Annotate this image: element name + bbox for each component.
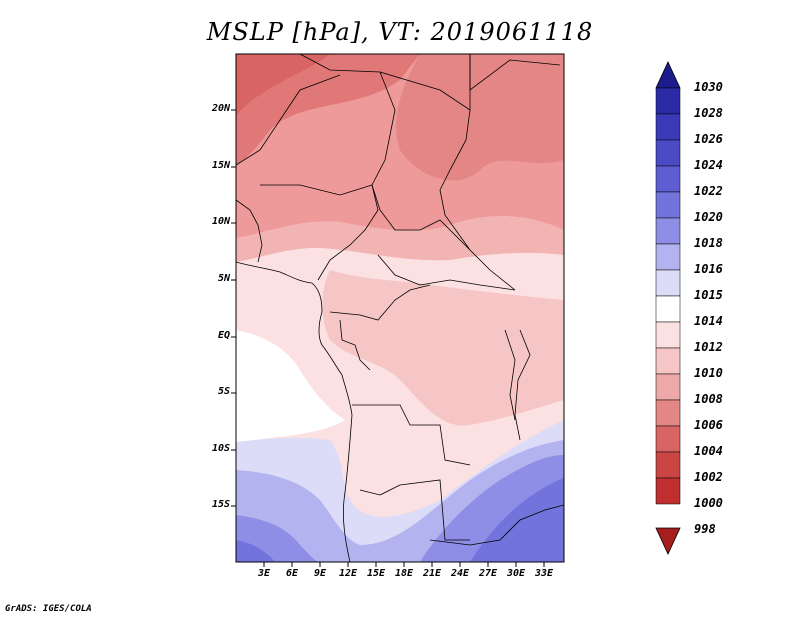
lon-tick-label: 33E (534, 568, 554, 579)
lon-tick-label: 6E (285, 568, 299, 579)
colorbar-segment (655, 321, 681, 349)
border-mali-niger (236, 74, 341, 166)
colorbar-label: 1026 (694, 132, 723, 146)
field-1014-band (236, 330, 345, 442)
lon-tick-label: 24E (450, 568, 470, 579)
lon-tick-label: 3E (257, 568, 271, 579)
colorbar-label: 1012 (694, 340, 723, 354)
lon-tick-label: 18E (394, 568, 414, 579)
border-west-coast-inland (236, 199, 263, 263)
lat-tick-label: 20N (211, 103, 230, 114)
map-title: MSLP [hPa], VT: 2019061118 (206, 18, 594, 46)
colorbar-label: 1020 (694, 210, 723, 224)
lon-tick-label: 9E (313, 568, 327, 579)
colorbar-segment (655, 243, 681, 271)
colorbar-label: 1015 (694, 288, 723, 302)
lat-tick-label: 5S (217, 386, 230, 397)
colorbar-label: 1006 (694, 418, 723, 432)
colorbar-segment (655, 295, 681, 323)
field-1008-band (236, 216, 564, 262)
field-1010-band (322, 270, 564, 426)
border-nigeria (260, 184, 379, 281)
axis-ticks (231, 109, 545, 567)
colorbar-label: 1018 (694, 236, 723, 250)
lat-tick-label: 5N (217, 273, 230, 284)
credit-text: GrADS: IGES/COLA (5, 604, 92, 614)
border-drc-angola (352, 404, 471, 466)
border-east-lakes (504, 329, 516, 421)
lat-tick-label: EQ (217, 330, 230, 341)
colorbar-segment (655, 113, 681, 141)
colorbar-label: 1024 (694, 158, 723, 172)
field-1002-band (236, 54, 330, 115)
map-frame (235, 53, 565, 563)
colorbar-segment (655, 191, 681, 219)
colorbar-segment (655, 217, 681, 245)
field-1020-band (236, 455, 564, 562)
colorbar-label: 1008 (694, 392, 723, 406)
coastline (236, 261, 353, 562)
colorbar-segment (655, 87, 681, 115)
border-cameroon-car (371, 184, 471, 251)
field-1004-band (236, 54, 420, 165)
lon-tick-label: 12E (338, 568, 358, 579)
border-car-south (377, 254, 516, 291)
lon-tick-label: 21E (422, 568, 442, 579)
colorbar-segment (655, 399, 681, 427)
colorbar-segment (655, 373, 681, 401)
colorbar-bottom-triangle (655, 527, 681, 555)
colorbar-segment (655, 269, 681, 297)
lon-tick-label: 27E (478, 568, 498, 579)
lat-tick-label: 15S (211, 499, 230, 510)
colorbar-segment (655, 139, 681, 167)
colorbar-segment (655, 477, 681, 505)
border-zambia-south (429, 504, 564, 546)
field-1022-band (236, 478, 564, 562)
border-sudan-east (469, 54, 561, 91)
colorbar-segment (655, 451, 681, 479)
colorbar-segment (655, 347, 681, 375)
lon-tick-label: 30E (506, 568, 526, 579)
country-borders (236, 54, 564, 562)
colorbar-segment (655, 425, 681, 453)
colorbar-label: 998 (694, 522, 716, 536)
lat-tick-label: 15N (211, 160, 230, 171)
border-angola-zambia (359, 479, 470, 541)
colorbar-label: 1014 (694, 314, 723, 328)
colorbar-label: 1004 (694, 444, 723, 458)
lon-tick-label: 15E (366, 568, 386, 579)
colorbar-label: 1028 (694, 106, 723, 120)
colorbar (655, 61, 681, 555)
border-gabon (339, 319, 371, 371)
colorbar-label: 1002 (694, 470, 723, 484)
colorbar-label: 1030 (694, 80, 723, 94)
border-east (514, 329, 531, 441)
colorbar-segment (655, 165, 681, 193)
colorbar-label: 1016 (694, 262, 723, 276)
border-sahara-west (299, 54, 396, 186)
colorbar-top-triangle (655, 61, 681, 89)
border-chad-sudan (439, 109, 516, 291)
lat-tick-label: 10S (211, 443, 230, 454)
field-1004-east (396, 54, 564, 181)
pressure-field (236, 54, 564, 562)
colorbar-label: 1022 (694, 184, 723, 198)
colorbar-label: 1000 (694, 496, 723, 510)
colorbar-label: 1010 (694, 366, 723, 380)
border-congo (329, 284, 431, 321)
lat-tick-label: 10N (211, 216, 230, 227)
